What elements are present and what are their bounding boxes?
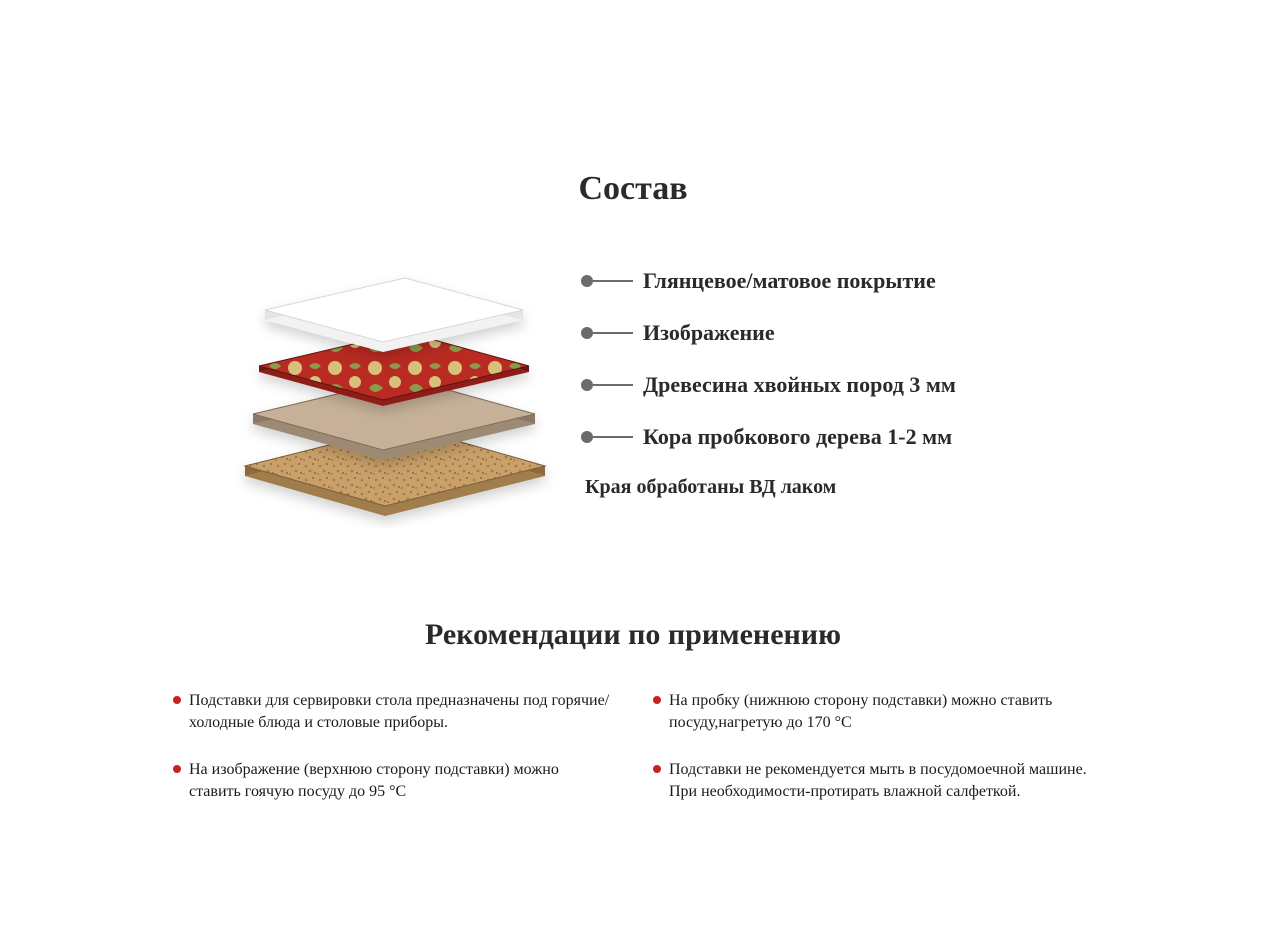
recommendation-text: Подставки для сервировки стола предназна… [189,690,613,733]
recommendation-item: На изображение (верхнюю сторону подставк… [173,759,613,802]
connector-dot-icon [581,379,593,391]
layer-label: Кора пробкового дерева 1-2 мм [633,424,952,450]
composition-title: Состав [0,170,1266,208]
recommendations-left-column: Подставки для сервировки стола предназна… [173,690,613,828]
bullet-icon [653,696,661,704]
recommendation-item: На пробку (нижнюю сторону подставки) мож… [653,690,1093,733]
recommendations-right-column: На пробку (нижнюю сторону подставки) мож… [653,690,1093,828]
connector-line-icon [593,332,633,334]
recommendations-columns: Подставки для сервировки стола предназна… [0,690,1266,828]
recommendation-item: Подставки не рекомендуется мыть в посудо… [653,759,1093,802]
infographic-root: Состав [0,0,1266,828]
connector-dot-icon [581,327,593,339]
layer-label-row: Изображение [581,320,1061,346]
connector-line-icon [593,384,633,386]
layer-label-row: Древесина хвойных пород 3 мм [581,372,1061,398]
layer-label: Изображение [633,320,775,346]
layer-label-row: Глянцевое/матовое покрытие [581,268,1061,294]
layer-label: Древесина хвойных пород 3 мм [633,372,956,398]
layer-label-row: Кора пробкового дерева 1-2 мм [581,424,1061,450]
composition-section: Глянцевое/матовое покрытие Изображение Д… [0,238,1266,528]
bullet-icon [653,765,661,773]
recommendations-section: Рекомендации по применению Подставки для… [0,618,1266,828]
connector-dot-icon [581,431,593,443]
composition-footnote: Края обработаны ВД лаком [581,476,1061,499]
layer-labels: Глянцевое/матовое покрытие Изображение Д… [581,238,1061,499]
connector-line-icon [593,280,633,282]
layers-diagram [205,238,575,528]
connector-dot-icon [581,275,593,287]
layer-coating [265,278,523,352]
bullet-icon [173,696,181,704]
connector-line-icon [593,436,633,438]
recommendations-title: Рекомендации по применению [0,618,1266,652]
recommendation-text: На изображение (верхнюю сторону подставк… [189,759,613,802]
bullet-icon [173,765,181,773]
recommendation-text: Подставки не рекомендуется мыть в посудо… [669,759,1093,802]
recommendation-item: Подставки для сервировки стола предназна… [173,690,613,733]
layer-label: Глянцевое/матовое покрытие [633,268,936,294]
recommendation-text: На пробку (нижнюю сторону подставки) мож… [669,690,1093,733]
